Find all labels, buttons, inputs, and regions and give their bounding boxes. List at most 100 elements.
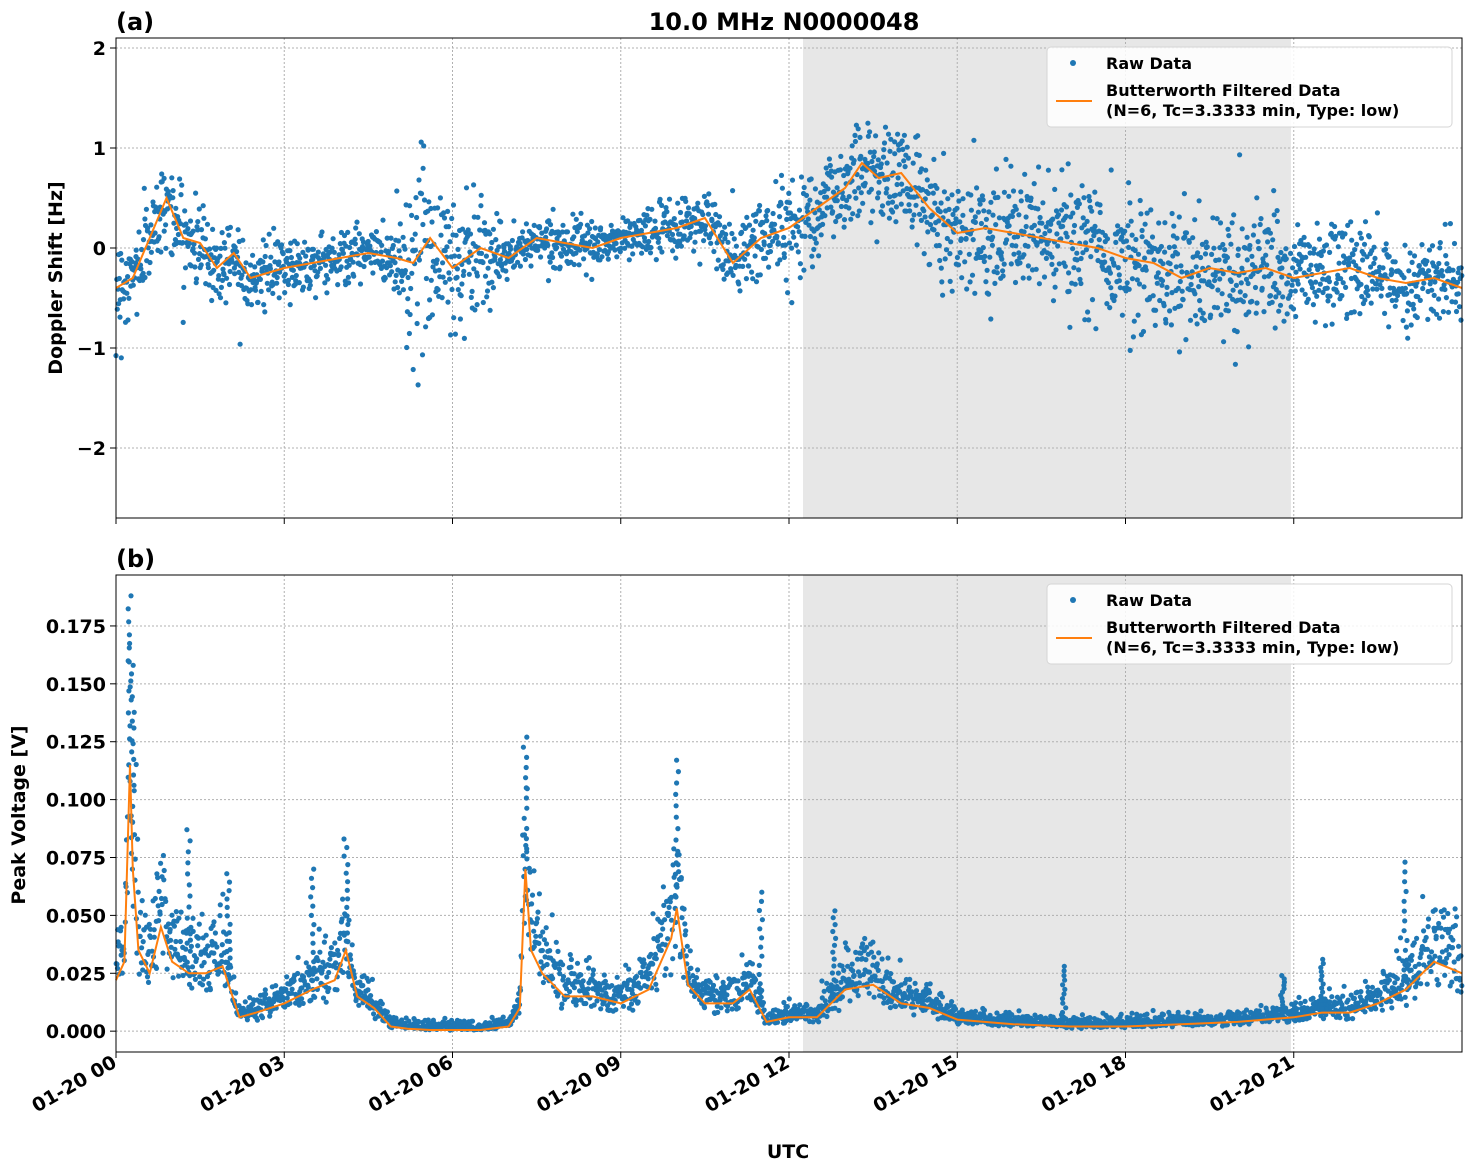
panel-a-raw-point [466, 271, 472, 277]
panel-b-raw-point [333, 960, 339, 966]
panel-a-raw-point [789, 245, 795, 251]
panel-a-raw-point [1151, 257, 1157, 263]
panel-a-raw-point [1157, 297, 1163, 304]
panel-a-raw-point [1359, 293, 1365, 300]
panel-a-raw-point [1456, 304, 1463, 310]
panel-a-raw-point [642, 223, 649, 229]
panel-a-raw-point [143, 206, 149, 212]
panel-a-raw-point [150, 199, 156, 205]
panel-b-raw-point [571, 985, 578, 991]
panel-b-raw-point [781, 999, 787, 1006]
panel-a-raw-point [1078, 255, 1084, 262]
panel-a-raw-point [703, 231, 709, 237]
panel-a-raw-point [141, 185, 147, 191]
panel-a-raw-point [837, 167, 844, 173]
panel-a-raw-point [1036, 281, 1042, 287]
panel-b-raw-point [864, 944, 870, 950]
panel-a-raw-point [1429, 243, 1436, 249]
panel-a-raw-point [1059, 167, 1065, 173]
panel-a-raw-point [737, 288, 743, 294]
panel-a-raw-point [1214, 216, 1220, 222]
panel-a-raw-point [889, 199, 896, 205]
panel-b-raw-point [172, 946, 178, 952]
panel-a-legend: Raw Data Butterworth Filtered Data (N=6,… [1046, 46, 1453, 128]
panel-a-raw-point [639, 250, 645, 256]
panel-a-raw-point [169, 175, 175, 181]
panel-a-raw-point [1178, 263, 1184, 269]
panel-a-raw-point [1081, 195, 1087, 201]
panel-b-raw-point [863, 957, 869, 963]
panel-b-raw-point [540, 979, 547, 986]
panel-a-raw-point [1054, 231, 1060, 237]
panel-a-raw-point [1335, 244, 1341, 250]
panel-a-raw-point [1203, 239, 1209, 245]
panel-a-raw-point [828, 204, 834, 210]
panel-a-raw-point [671, 216, 677, 222]
panel-a-raw-point [954, 254, 961, 261]
panel-a-raw-point [317, 265, 323, 271]
panel-a-raw-point [248, 302, 255, 308]
panel-a-raw-point [1386, 324, 1392, 330]
panel-b-raw-point [119, 970, 125, 976]
panel-a-raw-point [1174, 251, 1181, 257]
panel-b-raw-point [386, 1014, 393, 1020]
panel-a-raw-point [347, 244, 353, 251]
panel-a-raw-point [657, 245, 663, 251]
panel-a-raw-point [1250, 232, 1256, 238]
panel-a-raw-point [1430, 308, 1436, 314]
panel-a-raw-point [1071, 222, 1078, 229]
panel-a-raw-point [1232, 361, 1238, 367]
panel-a-raw-point [919, 187, 926, 193]
panel-a-raw-point [1018, 189, 1024, 195]
panel-b-raw-point [531, 944, 537, 950]
panel-a-raw-point [1186, 239, 1192, 245]
panel-a-raw-point [1268, 271, 1274, 277]
panel-a-raw-point [880, 211, 886, 217]
panel-b-raw-point [335, 947, 341, 953]
panel-a-raw-point [489, 279, 495, 285]
panel-a-raw-point [1080, 250, 1086, 256]
panel-a-raw-point [1089, 297, 1096, 303]
panel-a-raw-point [677, 209, 684, 216]
panel-a-raw-point [1010, 188, 1017, 194]
panel-a-raw-point [1429, 287, 1435, 293]
panel-a-raw-point [1338, 276, 1344, 282]
panel-a-raw-point [178, 192, 184, 198]
panel-b-raw-point [201, 959, 207, 966]
panel-a-raw-point [328, 268, 334, 274]
panel-b-raw-point [735, 978, 741, 984]
panel-b-raw-point [406, 1018, 412, 1024]
panel-b-raw-point [851, 972, 857, 979]
panel-a-raw-point [1135, 251, 1142, 257]
panel-a-ylabel: Doppler Shift [Hz] [45, 181, 67, 374]
panel-a-raw-point [1420, 285, 1426, 292]
panel-a-raw-point [1074, 257, 1080, 263]
panel-a-raw-point [838, 153, 844, 159]
panel-a-raw-point [254, 278, 260, 285]
panel-a-raw-point [896, 147, 902, 153]
panel-a-raw-point [756, 208, 763, 214]
panel-b-raw-point [331, 951, 337, 958]
panel-b-raw-point [368, 993, 374, 999]
panel-b-raw-point [547, 948, 553, 954]
panel-a-raw-point [731, 236, 737, 242]
panel-a-raw-point [414, 320, 420, 327]
panel-b-raw-point [567, 952, 573, 958]
panel-a-raw-point [1071, 265, 1077, 271]
panel-a-raw-point [161, 175, 167, 181]
panel-a-raw-point [1167, 261, 1173, 267]
panel-a-raw-point [1119, 234, 1125, 240]
panel-b-raw-point [155, 875, 161, 881]
panel-a-raw-point [1116, 272, 1122, 278]
panel-a-raw-point [1016, 212, 1022, 218]
panel-a-raw-point [994, 270, 1000, 276]
panel-a-raw-point [1016, 250, 1022, 256]
panel-b-raw-point [810, 1019, 816, 1025]
panel-a-raw-point [1439, 268, 1445, 274]
panel-a-raw-point [1126, 286, 1132, 292]
panel-a-raw-point [154, 184, 160, 190]
panel-a-raw-point [478, 250, 485, 256]
panel-a-raw-point [1271, 188, 1277, 194]
panel-a-raw-point [990, 212, 996, 218]
panel-b-raw-point [557, 971, 563, 977]
